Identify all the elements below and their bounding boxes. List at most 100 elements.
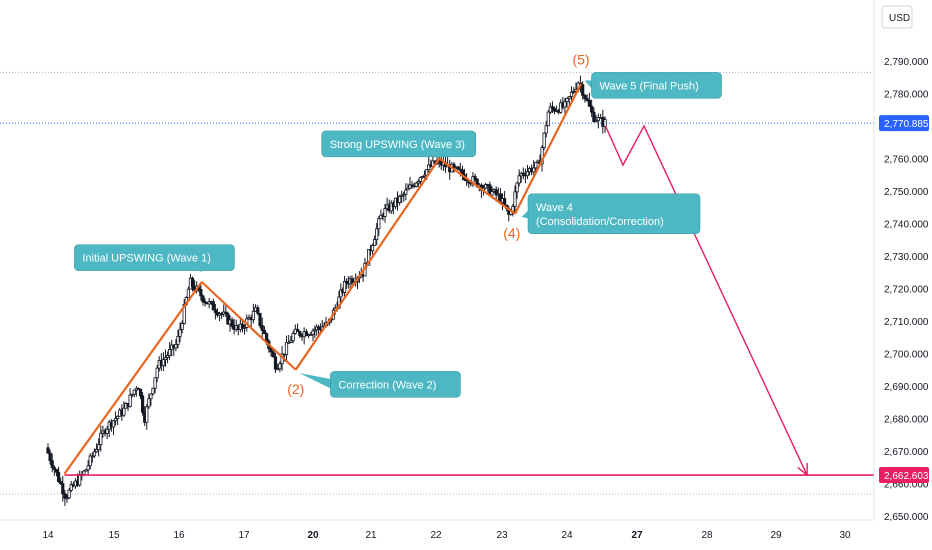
candle-body	[590, 105, 594, 113]
candle-body	[163, 357, 168, 360]
candle-body	[587, 100, 592, 107]
candle-body	[569, 91, 574, 97]
candle-body	[56, 471, 61, 482]
candle-body	[258, 312, 262, 326]
candle-body	[473, 176, 477, 180]
currency-label: USD	[889, 13, 910, 24]
time-tick-label: 16	[173, 530, 185, 541]
wave-segment	[294, 157, 441, 371]
candle-body	[565, 97, 569, 103]
candle-body	[230, 319, 234, 327]
candle-body	[84, 469, 88, 472]
candle-body	[603, 119, 607, 127]
candle-body	[311, 330, 315, 335]
callout-text: Correction (Wave 2)	[338, 379, 436, 391]
candle-body	[295, 328, 300, 332]
candle-body	[94, 449, 99, 453]
candle-body	[484, 184, 488, 189]
candle-body	[190, 277, 195, 287]
candle-body	[128, 394, 132, 407]
wave-number-label: (2)	[287, 381, 304, 397]
candle-body	[427, 164, 431, 170]
candle-body	[379, 214, 383, 220]
callout-box	[591, 72, 722, 99]
price-tick-label: 2,740.000	[884, 220, 929, 231]
candle-body	[400, 194, 404, 197]
candle-body	[592, 111, 596, 122]
candle-body	[544, 125, 548, 134]
candle-body	[178, 329, 182, 337]
wave-number-label: (4)	[503, 225, 520, 241]
time-axis[interactable]: 14 15 16 17 20 21 22 23 24 27 28 29 30	[0, 519, 874, 541]
candle-body	[265, 333, 269, 342]
candle-body	[313, 329, 317, 332]
candle-body	[52, 467, 56, 470]
candle-body	[63, 493, 67, 499]
candle-body	[240, 323, 245, 329]
candle-body	[271, 351, 275, 358]
wave-callout[interactable]: Correction (Wave 2)	[299, 371, 461, 398]
time-tick-label: 30	[839, 530, 851, 541]
candle-body	[213, 309, 217, 313]
candle-body	[262, 330, 267, 335]
candle-body	[370, 245, 375, 252]
candle-body	[69, 484, 73, 491]
wave-callout[interactable]: Initial UPSWING (Wave 1)	[74, 244, 235, 273]
time-tick-label: 15	[108, 530, 120, 541]
time-tick-label: 22	[430, 530, 442, 541]
candle-body	[418, 176, 423, 182]
price-tick-label: 2,720.000	[884, 285, 929, 296]
price-tick-label: 2,710.000	[884, 317, 929, 328]
candle-body	[54, 469, 59, 473]
candle-body	[517, 175, 521, 184]
candle-body	[186, 288, 190, 298]
candle-body	[367, 249, 371, 266]
currency-button[interactable]	[881, 5, 913, 29]
candle-body	[90, 455, 94, 458]
wave-callout[interactable]: Wave 4 (Consolidation/Correction)	[521, 193, 701, 235]
candle-body	[65, 497, 69, 500]
candle-body	[256, 307, 260, 314]
candle-body	[122, 407, 126, 416]
candle-body	[583, 94, 587, 100]
current-price-label: 2,770.885	[884, 119, 929, 130]
candle-body	[350, 278, 354, 284]
candle-body	[48, 452, 52, 462]
candle-body	[339, 289, 343, 298]
candle-body	[78, 473, 82, 486]
price-tick-label: 2,650.000	[884, 512, 929, 523]
target-price-tag	[879, 467, 929, 484]
callout-box	[74, 244, 235, 271]
price-tick-label: 2,680.000	[884, 415, 929, 426]
candle-body	[456, 166, 460, 170]
time-tick-label: 21	[365, 530, 377, 541]
callout-box	[330, 371, 461, 398]
candle-body	[422, 174, 427, 177]
current-price-tag	[879, 115, 929, 132]
wave-number-label: (5)	[572, 51, 589, 67]
wave-callout[interactable]: Wave 5 (Final Push)	[584, 72, 722, 99]
candle-body	[291, 333, 295, 342]
wave-segment	[63, 281, 203, 475]
candle-body	[298, 331, 302, 336]
time-tick-label: 29	[770, 530, 782, 541]
time-tick-label: 17	[238, 530, 250, 541]
wave-callout[interactable]: Strong UPSWING (Wave 3)	[321, 130, 477, 158]
candle-body	[542, 132, 546, 149]
price-axis[interactable]: USD 2,650.000 2,660.000 2,670.000 2,680.000…	[873, 0, 929, 523]
candle-body	[404, 189, 408, 195]
candle-body	[165, 355, 170, 358]
candle-body	[585, 98, 589, 101]
candle-body	[276, 368, 280, 371]
target-price-label: 2,662.603	[884, 471, 929, 482]
candle-body	[548, 106, 552, 113]
candle-body	[377, 218, 381, 230]
candle-body	[402, 193, 406, 196]
time-tick-label: 14	[42, 530, 54, 541]
price-tick-label: 2,790.000	[884, 57, 929, 68]
candle-body	[97, 444, 101, 450]
time-tick-label: 24	[561, 530, 573, 541]
candle-body	[425, 169, 429, 176]
